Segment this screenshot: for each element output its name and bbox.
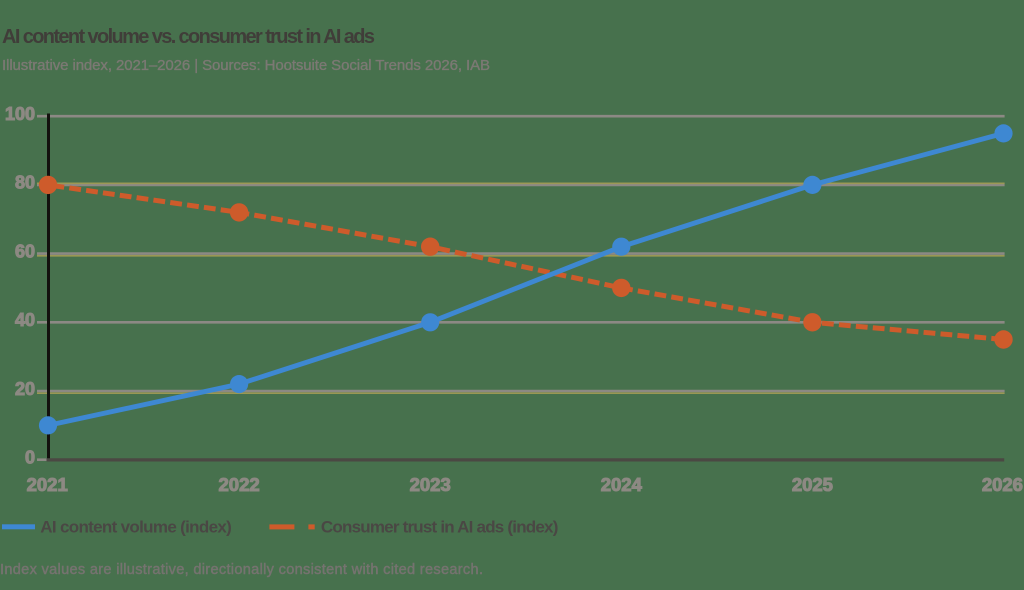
svg-text:2024: 2024	[601, 474, 643, 495]
svg-text:0: 0	[25, 448, 35, 468]
svg-text:2021: 2021	[27, 474, 68, 495]
svg-text:2026: 2026	[982, 474, 1023, 495]
svg-text:2023: 2023	[410, 474, 451, 495]
svg-text:Illustrative index, 2021–2026: Illustrative index, 2021–2026 | Sources:…	[2, 57, 490, 74]
svg-text:Index values are illustrative,: Index values are illustrative, direction…	[0, 562, 483, 578]
svg-text:Consumer trust in AI ads (inde: Consumer trust in AI ads (index)	[321, 518, 559, 537]
svg-text:80: 80	[15, 173, 35, 193]
svg-text:40: 40	[15, 310, 35, 330]
svg-text:2022: 2022	[219, 474, 260, 495]
svg-text:100: 100	[5, 104, 35, 124]
svg-text:AI content volume vs. consumer: AI content volume vs. consumer trust in …	[2, 26, 375, 48]
svg-text:AI content volume (index): AI content volume (index)	[40, 518, 232, 537]
svg-text:2025: 2025	[792, 474, 833, 495]
svg-text:60: 60	[15, 241, 35, 261]
svg-text:20: 20	[15, 379, 35, 399]
